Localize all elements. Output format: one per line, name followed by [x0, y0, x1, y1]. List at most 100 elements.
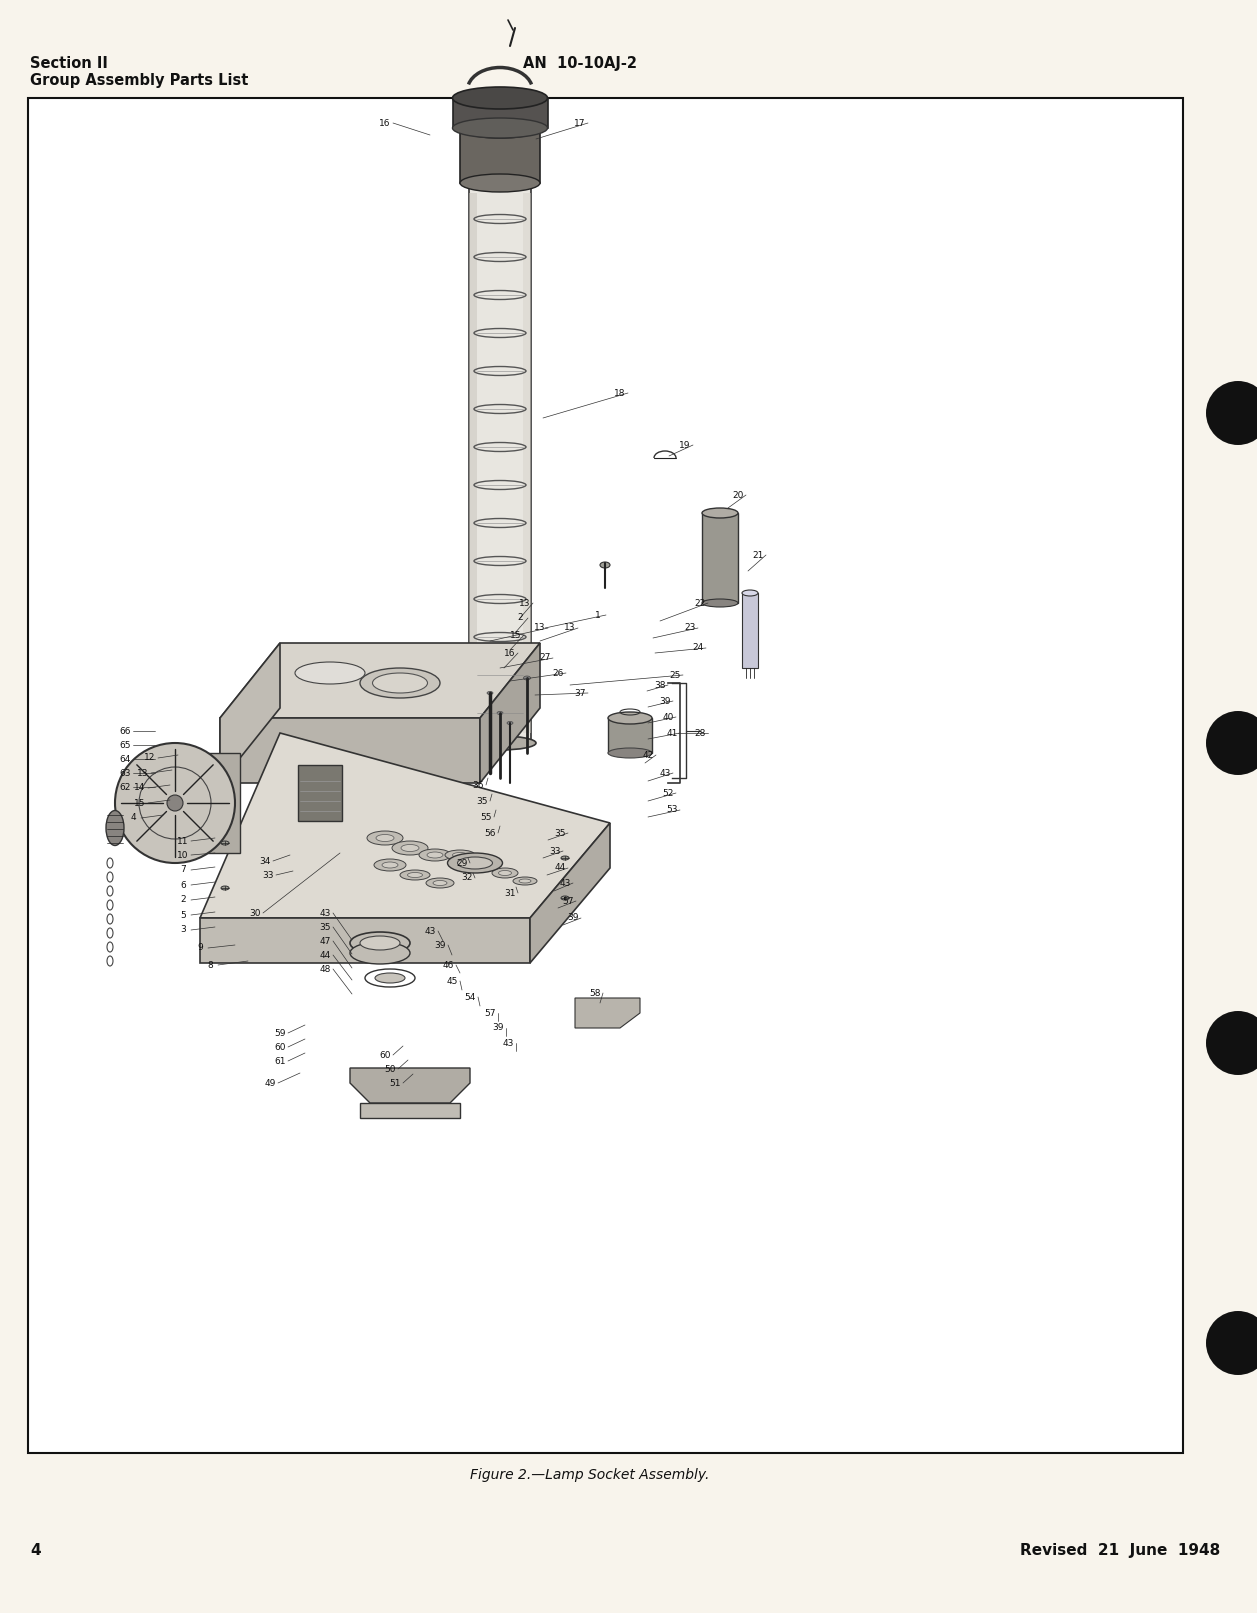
Ellipse shape — [419, 848, 451, 861]
Ellipse shape — [453, 853, 468, 858]
Ellipse shape — [460, 118, 541, 139]
Ellipse shape — [221, 886, 229, 890]
Circle shape — [167, 795, 184, 811]
Ellipse shape — [466, 860, 494, 869]
Ellipse shape — [600, 561, 610, 568]
Text: 13: 13 — [564, 624, 576, 632]
Ellipse shape — [367, 831, 403, 845]
Text: 10: 10 — [177, 850, 189, 860]
Text: 8: 8 — [207, 960, 212, 969]
Text: 28: 28 — [694, 729, 705, 737]
Text: 5: 5 — [180, 910, 186, 919]
Text: 36: 36 — [473, 781, 484, 789]
Text: 49: 49 — [264, 1079, 275, 1087]
Ellipse shape — [375, 973, 405, 982]
Text: 43: 43 — [425, 926, 436, 936]
Text: 1: 1 — [595, 610, 601, 619]
Text: 23: 23 — [684, 624, 695, 632]
Text: 41: 41 — [666, 729, 678, 737]
Text: 29: 29 — [456, 858, 468, 868]
Ellipse shape — [432, 881, 447, 886]
Text: 45: 45 — [446, 976, 458, 986]
Text: 6: 6 — [180, 881, 186, 889]
Text: 61: 61 — [274, 1057, 285, 1066]
Polygon shape — [360, 1103, 460, 1118]
Circle shape — [1205, 381, 1257, 445]
Text: 66: 66 — [119, 726, 131, 736]
Text: 15: 15 — [510, 631, 522, 639]
Text: 11: 11 — [177, 837, 189, 845]
Ellipse shape — [561, 895, 569, 900]
Ellipse shape — [513, 877, 537, 886]
Text: Figure 2.—Lamp Socket Assembly.: Figure 2.—Lamp Socket Assembly. — [470, 1468, 709, 1482]
Ellipse shape — [407, 873, 422, 877]
Text: Section II: Section II — [30, 56, 108, 71]
Bar — [701, 513, 738, 603]
Text: 18: 18 — [615, 389, 626, 397]
Text: 46: 46 — [442, 960, 454, 969]
Bar — [298, 765, 342, 821]
Ellipse shape — [523, 676, 530, 681]
Text: 48: 48 — [319, 965, 331, 974]
Ellipse shape — [458, 857, 493, 869]
Ellipse shape — [426, 877, 454, 889]
Polygon shape — [220, 718, 480, 782]
Text: 33: 33 — [549, 847, 561, 855]
Text: 38: 38 — [654, 681, 666, 689]
Ellipse shape — [453, 118, 548, 139]
Text: 2: 2 — [517, 613, 523, 623]
Ellipse shape — [360, 668, 440, 698]
Text: 39: 39 — [659, 697, 671, 705]
Polygon shape — [220, 644, 541, 718]
Text: 35: 35 — [554, 829, 566, 837]
Text: 7: 7 — [180, 866, 186, 874]
Bar — [523, 194, 530, 732]
Ellipse shape — [401, 845, 419, 852]
Text: 13: 13 — [519, 598, 530, 608]
Bar — [460, 127, 541, 182]
Text: 56: 56 — [484, 829, 495, 837]
Text: 39: 39 — [567, 913, 578, 923]
Ellipse shape — [375, 860, 406, 871]
Text: 21: 21 — [752, 550, 764, 560]
Text: 16: 16 — [504, 648, 515, 658]
Text: 64: 64 — [119, 755, 131, 763]
Text: 33: 33 — [263, 871, 274, 879]
Polygon shape — [530, 823, 610, 963]
Ellipse shape — [507, 721, 513, 724]
Text: 32: 32 — [461, 874, 473, 882]
Ellipse shape — [486, 692, 493, 695]
Bar — [742, 594, 758, 668]
Bar — [469, 194, 476, 732]
Ellipse shape — [608, 748, 652, 758]
Ellipse shape — [221, 840, 229, 845]
Text: 43: 43 — [503, 1039, 514, 1047]
Text: 17: 17 — [574, 118, 586, 127]
Text: 58: 58 — [590, 989, 601, 997]
Ellipse shape — [491, 868, 518, 877]
Text: 39: 39 — [434, 940, 446, 950]
Ellipse shape — [349, 942, 410, 965]
Text: 9: 9 — [197, 944, 202, 953]
Text: 63: 63 — [119, 768, 131, 777]
Polygon shape — [200, 732, 610, 918]
Text: 43: 43 — [559, 879, 571, 887]
Text: AN  10-10AJ-2: AN 10-10AJ-2 — [523, 56, 637, 71]
Ellipse shape — [701, 508, 738, 518]
Text: 40: 40 — [662, 713, 674, 721]
Text: 57: 57 — [562, 897, 573, 905]
Ellipse shape — [453, 87, 548, 110]
Text: 54: 54 — [464, 992, 475, 1002]
Ellipse shape — [372, 673, 427, 694]
Text: 20: 20 — [733, 490, 744, 500]
Text: 24: 24 — [693, 644, 704, 653]
Text: 30: 30 — [249, 908, 260, 918]
Ellipse shape — [460, 174, 541, 192]
Circle shape — [1205, 1311, 1257, 1374]
Text: 13: 13 — [137, 768, 148, 777]
Text: 43: 43 — [660, 768, 671, 777]
Text: Group Assembly Parts List: Group Assembly Parts List — [30, 73, 249, 89]
Text: 4: 4 — [131, 813, 136, 823]
Ellipse shape — [561, 857, 569, 860]
Ellipse shape — [295, 661, 365, 684]
